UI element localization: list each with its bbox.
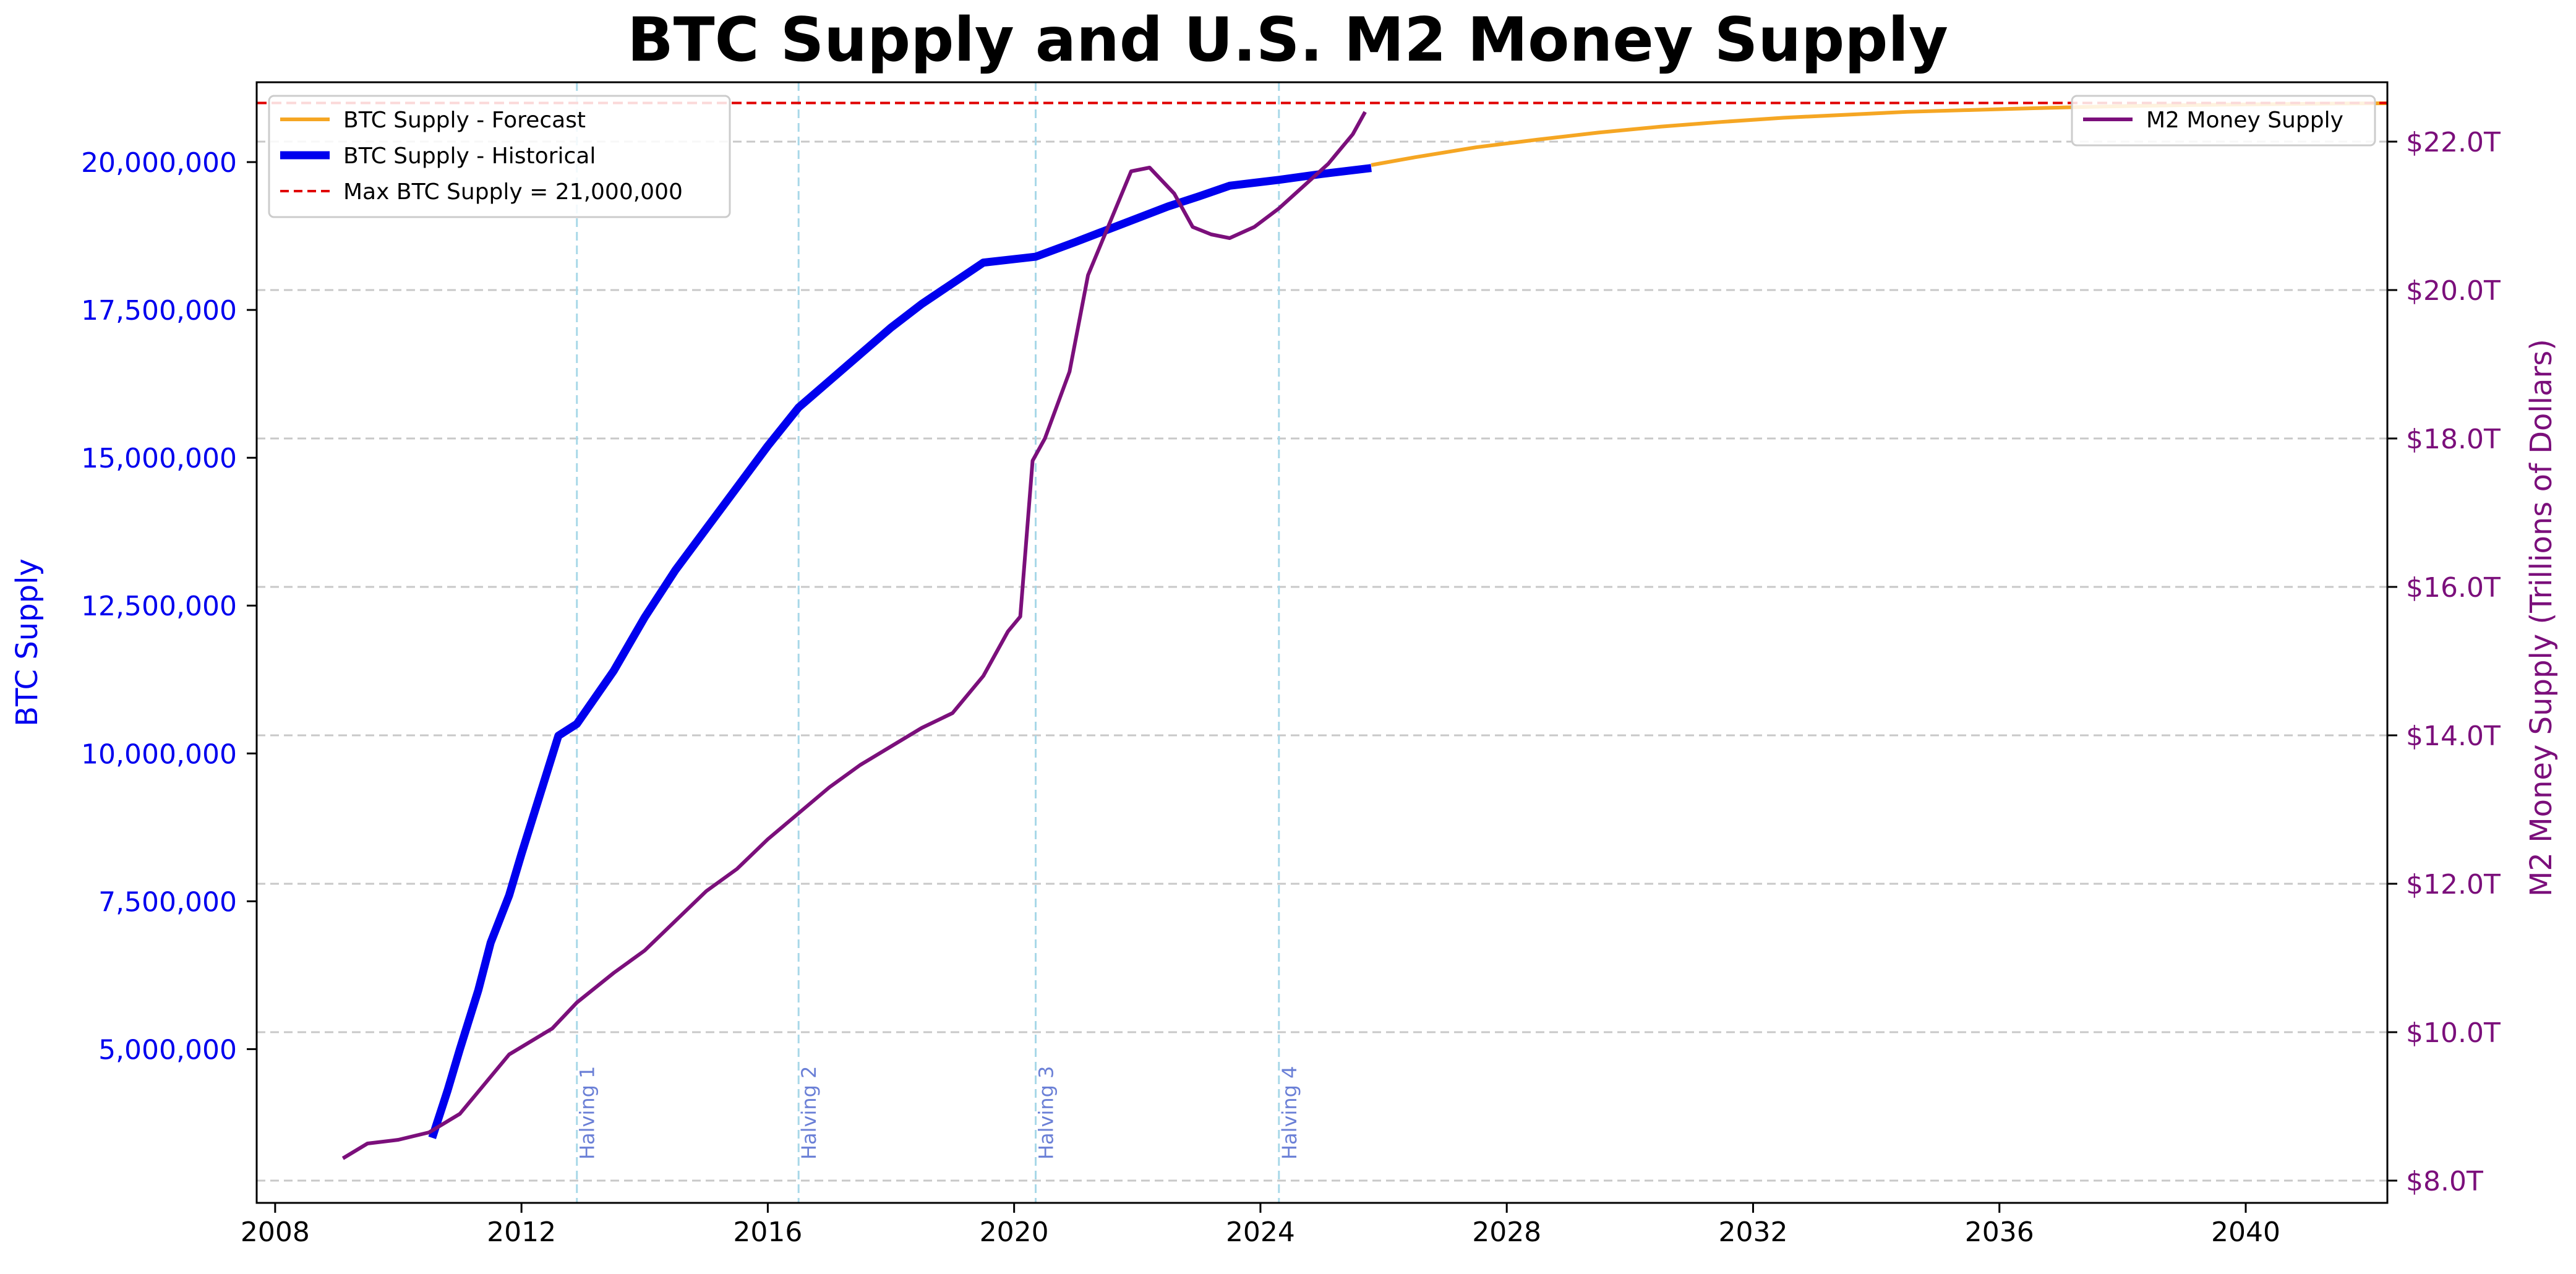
halving-label: Halving 2	[797, 1066, 821, 1160]
x-tick-label: 2012	[487, 1216, 556, 1248]
chart-title: BTC Supply and U.S. M2 Money Supply	[627, 5, 1948, 75]
left-tick-label: 15,000,000	[81, 443, 237, 474]
legend-label: BTC Supply - Forecast	[343, 108, 586, 133]
left-tick-label: 17,500,000	[81, 295, 237, 327]
legend-label: Max BTC Supply = 21,000,000	[343, 179, 683, 205]
x-tick-label: 2032	[1718, 1216, 1787, 1248]
right-axis-label: M2 Money Supply (Trillions of Dollars)	[2524, 339, 2559, 897]
halving-label: Halving 3	[1035, 1066, 1058, 1160]
right-tick-label: $12.0T	[2406, 869, 2501, 900]
left-axis-label: BTC Supply	[10, 558, 45, 727]
halving-label: Halving 1	[576, 1066, 599, 1160]
left-tick-label: 20,000,000	[81, 147, 237, 179]
right-tick-label: $20.0T	[2406, 275, 2501, 307]
axes	[255, 81, 2389, 1204]
left-tick-label: 12,500,000	[81, 591, 237, 622]
left-tick-label: 10,000,000	[81, 738, 237, 770]
right-tick-label: $10.0T	[2406, 1017, 2501, 1049]
ticks: 2008 2012 2016 2020 2024 2028 2032 2036 2040 5,00…	[81, 127, 2501, 1248]
series-line-m2-money-supply	[341, 111, 1367, 1160]
plot-frame	[255, 81, 2389, 1204]
x-tick-label: 2020	[980, 1216, 1049, 1248]
right-tick-label: $18.0T	[2406, 424, 2501, 455]
legend-label: M2 Money Supply	[2146, 108, 2343, 133]
left-tick-label: 7,500,000	[98, 886, 237, 918]
left-tick-label: 5,000,000	[98, 1034, 237, 1066]
legend-left: BTC Supply - Forecast BTC Supply - Histor…	[268, 95, 731, 218]
legend-box	[2071, 95, 2376, 147]
legend-box	[268, 95, 731, 218]
series-line-btc-supply-historical	[428, 164, 1372, 1139]
legend-label: BTC Supply - Historical	[343, 143, 596, 169]
right-tick-label: $22.0T	[2406, 127, 2501, 158]
right-tick-label: $16.0T	[2406, 572, 2501, 604]
x-tick-label: 2028	[1472, 1216, 1541, 1248]
x-tick-label: 2036	[1965, 1216, 2034, 1248]
x-tick-label: 2024	[1226, 1216, 1295, 1248]
x-tick-label: 2008	[241, 1216, 310, 1248]
x-tick-label: 2040	[2211, 1216, 2280, 1248]
right-tick-label: $14.0T	[2406, 720, 2501, 752]
right-tick-label: $8.0T	[2406, 1166, 2483, 1197]
legend-right: M2 Money Supply	[2071, 95, 2376, 147]
halving-label: Halving 4	[1278, 1066, 1301, 1160]
x-tick-label: 2016	[733, 1216, 802, 1248]
halving-markers: Halving 1 Halving 2 Halving 3 Halving 4	[576, 82, 1301, 1203]
